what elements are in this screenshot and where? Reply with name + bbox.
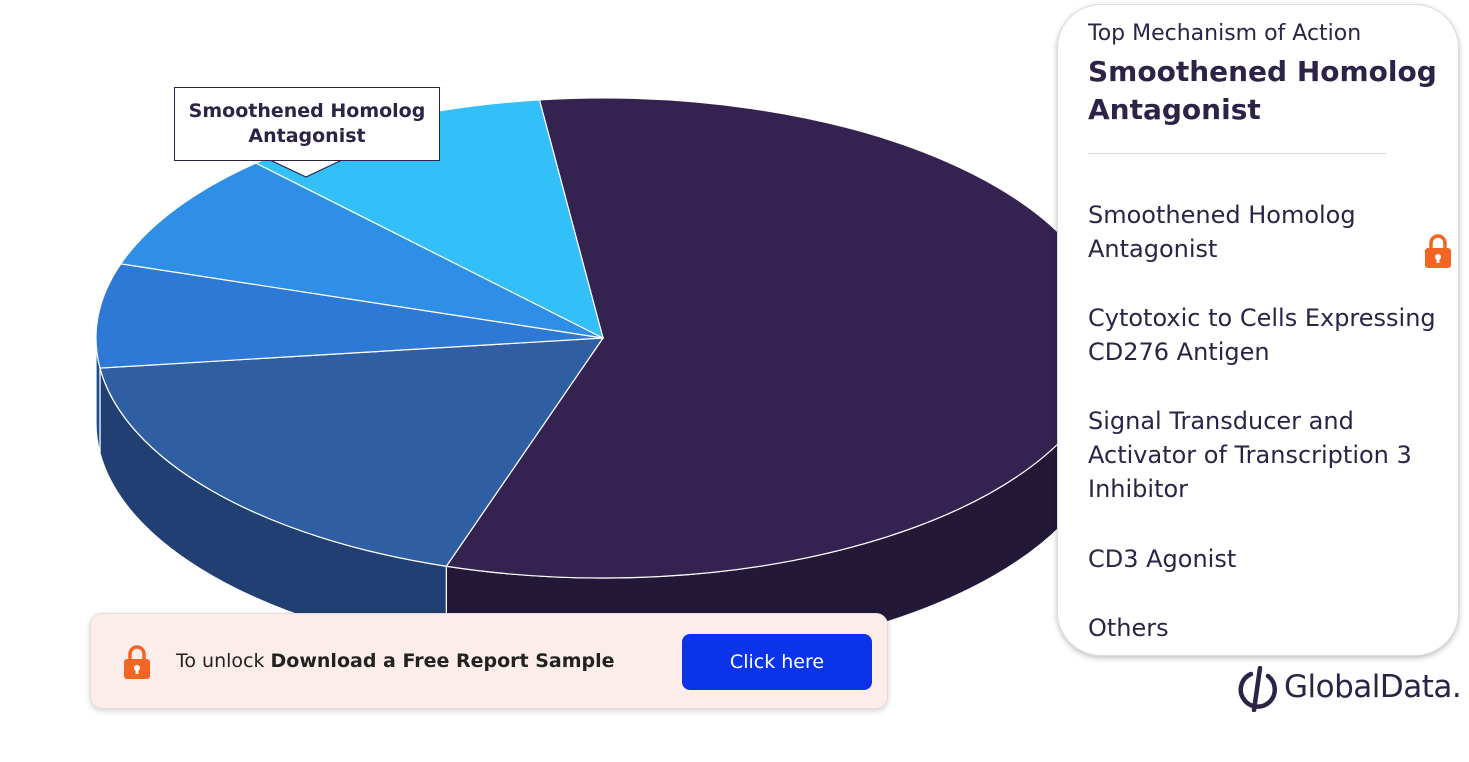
brand-logo: GlobalData. <box>1238 666 1466 712</box>
legend-item-cd3[interactable]: CD3 Agonist <box>1088 545 1237 573</box>
highlight-callout: Smoothened Homolog Antagonist <box>174 87 440 161</box>
globaldata-logo-icon <box>1238 666 1277 712</box>
pie-slice-3[interactable] <box>119 162 604 339</box>
brand-name: GlobalData. <box>1284 669 1462 705</box>
legend-item-smoothened[interactable]: Smoothened Homolog Antagonist <box>1088 201 1356 263</box>
click-here-button[interactable]: Click here <box>682 634 872 690</box>
legend-item-stat3[interactable]: Signal Transducer and Activator of Trans… <box>1088 407 1412 503</box>
pie-tops <box>95 97 1111 579</box>
pie-slice-1[interactable] <box>99 337 605 567</box>
legend-title: Smoothened Homolog Antagonist <box>1088 55 1437 126</box>
legend-item-others[interactable]: Others <box>1088 614 1169 642</box>
lock-icon <box>122 644 152 684</box>
banner-prefix: To unlock <box>176 650 265 672</box>
banner-strong: Download a Free Report Sample <box>270 650 615 672</box>
legend-card: Top Mechanism of Action Smoothened Homol… <box>1057 4 1459 656</box>
lock-icon <box>1423 233 1453 273</box>
legend-item-cytotoxic[interactable]: Cytotoxic to Cells Expressing CD276 Anti… <box>1088 304 1436 366</box>
unlock-banner: To unlock Download a Free Report Sample … <box>90 613 888 709</box>
pie-slice-2[interactable] <box>95 263 604 369</box>
banner-text: To unlock Download a Free Report Sample <box>176 650 615 672</box>
legend-subtitle: Top Mechanism of Action <box>1088 21 1362 46</box>
legend-divider <box>1088 153 1386 154</box>
